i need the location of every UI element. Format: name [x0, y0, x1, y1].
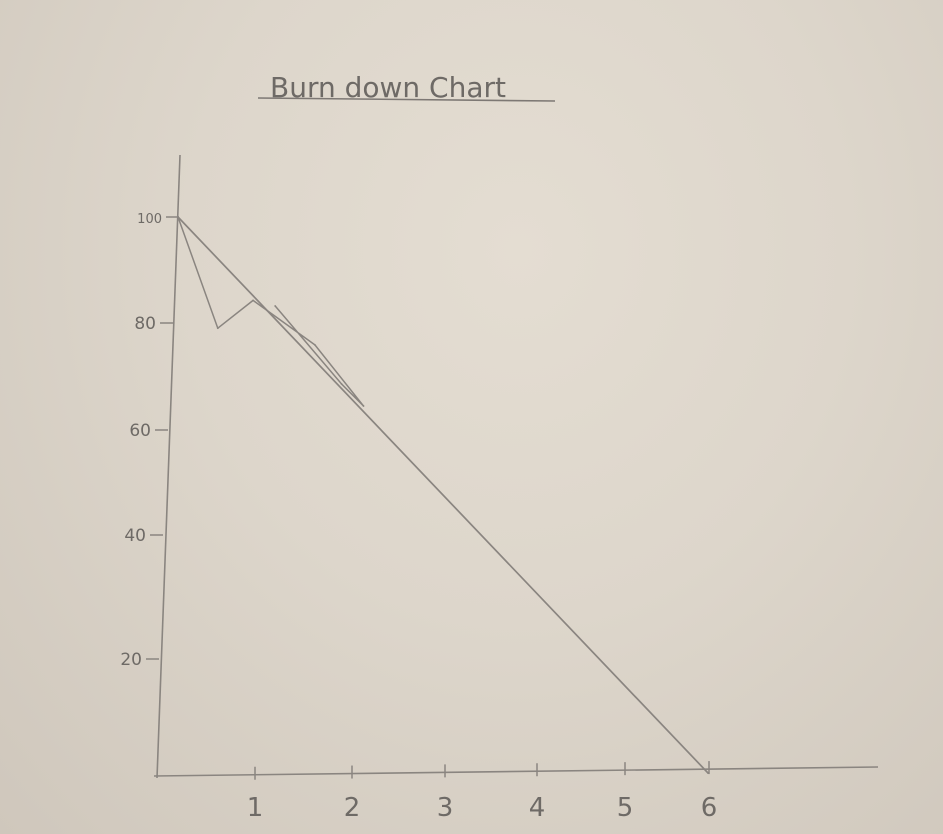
x-tick-label-3: 3	[437, 793, 454, 823]
x-tick-label-2: 2	[344, 793, 361, 823]
ideal-burndown-line	[177, 216, 709, 774]
actual-burndown-line-point-1	[216, 327, 219, 330]
actual-burndown-line-point-3	[314, 344, 316, 346]
y-tick-label-40: 40	[124, 526, 146, 546]
ideal-burndown-line-point-1	[707, 772, 709, 774]
x-axis-ticks: 1 2 3 4 5 6	[247, 761, 718, 823]
plot-area	[177, 216, 709, 774]
y-axis-ticks: 20 40 60 80 100	[120, 212, 179, 670]
x-tick-label-1: 1	[247, 793, 264, 823]
x-tick-label-6: 6	[701, 793, 718, 823]
title-underline	[257, 97, 556, 102]
actual-burndown-line-point-5	[340, 382, 343, 385]
actual-burndown-line-point-4	[362, 405, 365, 407]
y-axis	[156, 154, 181, 779]
actual-burndown-line-point-6	[274, 305, 277, 307]
y-tick-label-20: 20	[120, 650, 142, 670]
x-tick-label-4: 4	[529, 793, 546, 823]
y-tick-label-60: 60	[129, 421, 151, 441]
x-tick-label-5: 5	[617, 793, 634, 823]
y-tick-label-80: 80	[134, 314, 156, 334]
x-axis	[153, 766, 879, 777]
y-tick-label-100: 100	[137, 212, 162, 227]
actual-burndown-line-point-0	[177, 216, 179, 218]
actual-burndown-line-point-2	[252, 299, 255, 302]
